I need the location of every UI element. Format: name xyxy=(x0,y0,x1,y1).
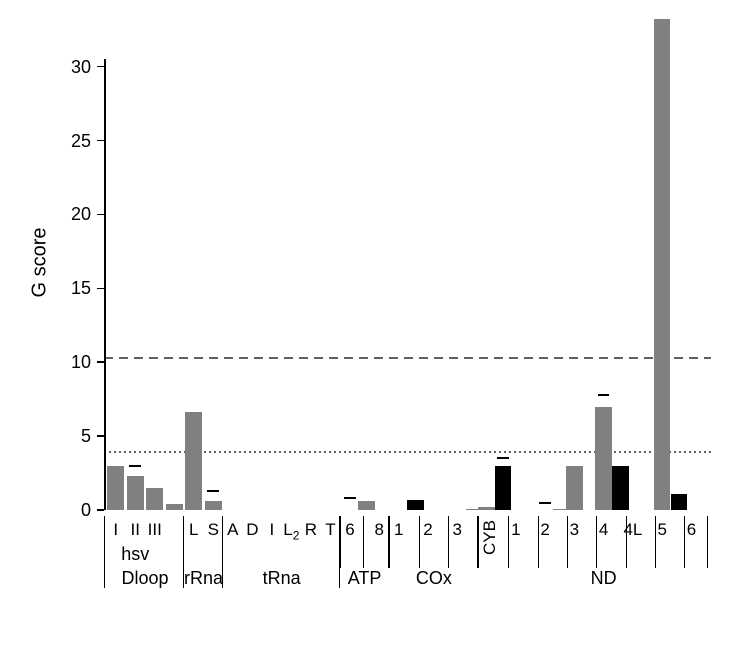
group-divider xyxy=(508,516,509,568)
group-divider xyxy=(684,516,685,568)
group-divider xyxy=(222,516,223,588)
y-tick xyxy=(97,214,104,216)
data-bar xyxy=(358,501,375,510)
y-axis-line xyxy=(104,59,106,510)
data-bar xyxy=(654,19,671,510)
data-bar xyxy=(205,501,222,510)
group-divider xyxy=(478,516,479,568)
group-divider xyxy=(340,516,341,568)
data-bar xyxy=(671,494,688,510)
group-divider xyxy=(448,516,449,568)
data-bar xyxy=(566,466,583,510)
group-divider xyxy=(707,516,708,568)
data-bar xyxy=(407,500,424,510)
bar-marker xyxy=(598,394,610,396)
group-divider xyxy=(596,516,597,568)
bar-marker xyxy=(539,502,551,504)
y-tick-label: 25 xyxy=(0,131,91,152)
data-bar xyxy=(127,476,144,510)
data-bar xyxy=(612,466,629,510)
y-tick-label: 10 xyxy=(0,352,91,373)
group-divider xyxy=(419,516,420,568)
x-tick-label: III xyxy=(135,520,175,540)
y-axis-label: G score xyxy=(29,212,52,312)
y-tick xyxy=(97,288,104,290)
data-bar xyxy=(107,466,124,510)
group-label: COx xyxy=(384,568,484,589)
group-label: ND xyxy=(554,568,654,589)
bar-marker xyxy=(497,457,509,459)
y-tick-label: 5 xyxy=(0,426,91,447)
group-divider xyxy=(626,516,627,568)
data-bar xyxy=(185,412,202,510)
group-divider xyxy=(567,516,568,568)
y-tick xyxy=(97,435,104,437)
group-divider xyxy=(538,516,539,568)
bar-marker xyxy=(129,465,141,467)
group-label: hsv xyxy=(85,544,185,565)
group-divider xyxy=(655,516,656,568)
data-bar xyxy=(146,488,163,510)
data-bar xyxy=(166,504,183,510)
group-divider xyxy=(389,516,390,568)
x-tick-label: 6 xyxy=(671,520,711,540)
y-tick xyxy=(97,140,104,142)
y-tick xyxy=(97,66,104,68)
bar-marker xyxy=(207,490,219,492)
y-tick-label: 0 xyxy=(0,500,91,521)
bar-marker xyxy=(344,497,356,499)
g-score-bar-chart: 051015202530G scoreIIIIIILSADIL2RT68123C… xyxy=(0,0,731,672)
y-tick xyxy=(97,361,104,363)
data-bar xyxy=(595,407,612,510)
y-tick xyxy=(97,509,104,511)
data-bar xyxy=(478,507,495,510)
group-divider xyxy=(363,516,364,568)
y-tick-label: 30 xyxy=(0,57,91,78)
x-tick-label: 3 xyxy=(437,520,477,540)
reference-line xyxy=(104,357,711,359)
data-bar xyxy=(495,466,512,510)
